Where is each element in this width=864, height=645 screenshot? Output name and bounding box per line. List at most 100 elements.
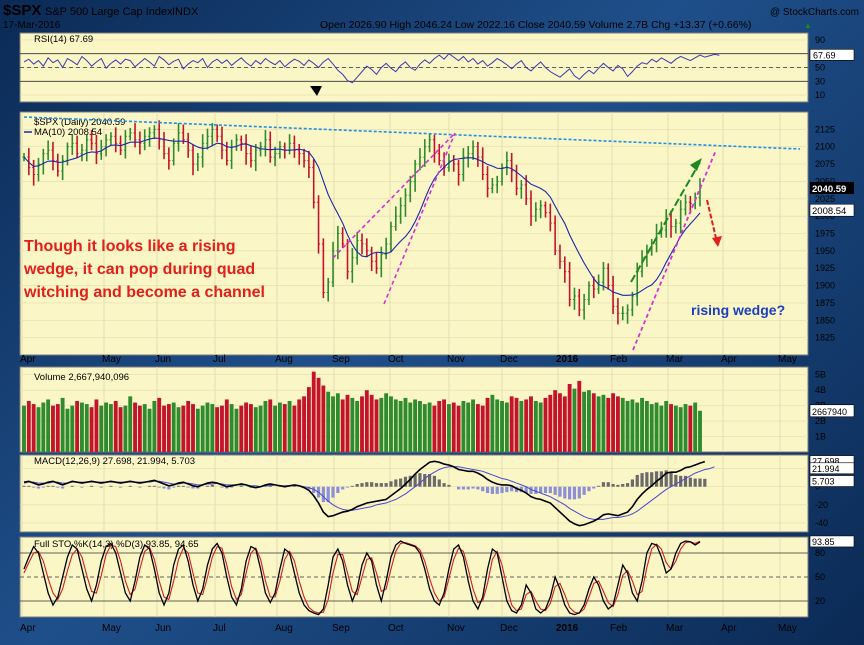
macd-histogram-bar	[630, 479, 634, 487]
price-tick-label: 2025	[815, 194, 835, 204]
macd-histogram-bar	[524, 486, 528, 494]
volume-bar	[36, 407, 41, 452]
month-label: 2016	[556, 623, 579, 634]
macd-histogram-bar	[611, 483, 615, 487]
volume-bar	[46, 399, 51, 452]
macd-histogram-bar	[510, 486, 514, 492]
volume-bar	[128, 396, 133, 452]
macd-tick-label: -40	[815, 518, 828, 528]
macd-histogram-bar	[558, 486, 562, 497]
macd-histogram-bar	[471, 486, 475, 489]
macd-histogram-bar	[466, 486, 470, 490]
volume-bar	[558, 393, 562, 452]
macd-histogram-bar	[70, 485, 74, 487]
rsi-line	[23, 53, 720, 84]
macd-histogram-bar	[191, 486, 195, 489]
macd-histogram-bar	[621, 483, 625, 487]
macd-histogram-bar	[345, 486, 350, 488]
volume-bar	[360, 396, 364, 452]
tick-label-rsi: 10	[815, 90, 825, 100]
month-label: Dec	[500, 354, 518, 365]
macd-histogram-bar	[109, 485, 113, 487]
volume-bar	[649, 404, 654, 452]
price-tick-label: 1975	[815, 229, 835, 239]
volume-bar	[70, 405, 75, 452]
month-label: May	[102, 354, 121, 365]
macd-histogram-bar	[41, 486, 45, 488]
macd-histogram-bar	[384, 483, 388, 487]
macd-histogram-bar	[403, 476, 408, 487]
macd-histogram-bar	[703, 478, 707, 487]
month-label: Jun	[155, 623, 171, 634]
volume-bar	[355, 401, 360, 452]
month-label: Oct	[388, 354, 404, 365]
sto-last-label: 93.85	[812, 537, 835, 547]
volume-tick-label: 2B	[815, 416, 826, 426]
volume-bar	[432, 405, 437, 452]
volume-bar	[277, 402, 282, 452]
volume-bar	[659, 405, 664, 452]
volume-bar	[630, 399, 635, 452]
macd-histogram-bar	[172, 486, 176, 488]
macd-histogram-bar	[539, 486, 543, 494]
macd-last-label-2: 5.703	[812, 477, 835, 487]
panel-macd	[19, 454, 809, 533]
volume-bar	[635, 402, 640, 452]
month-label: Nov	[447, 623, 465, 634]
volume-bar	[316, 377, 321, 452]
macd-histogram-bar	[505, 486, 509, 493]
volume-bar	[229, 404, 234, 452]
volume-bar	[239, 405, 244, 452]
month-label: Oct	[388, 623, 404, 634]
volume-bar	[451, 402, 456, 452]
macd-histogram-bar	[186, 486, 190, 488]
tick-label-rsi: 30	[815, 76, 825, 86]
volume-bar	[273, 405, 278, 452]
volume-bar	[461, 401, 466, 452]
macd-last-label-0: 27.698	[812, 457, 840, 467]
volume-bar	[195, 408, 200, 452]
volume-bar	[673, 405, 678, 452]
volume-bar	[282, 404, 287, 452]
month-label: Feb	[610, 623, 628, 634]
volume-bar	[615, 396, 620, 452]
volume-bar	[22, 405, 26, 452]
volume-bar	[335, 393, 340, 452]
macd-histogram-bar	[577, 486, 581, 499]
volume-bar	[567, 384, 572, 452]
volume-bar	[446, 404, 451, 452]
month-label: May	[778, 623, 797, 634]
volume-bar	[620, 397, 625, 452]
month-label: Jul	[213, 354, 226, 365]
ma10-line	[23, 137, 701, 296]
volume-bar	[340, 399, 345, 452]
macd-histogram-bar	[22, 485, 26, 487]
macd-histogram-bar	[336, 486, 340, 494]
volume-bar	[529, 396, 533, 452]
volume-bar	[606, 397, 611, 452]
volume-bar	[596, 396, 601, 452]
macd-histogram-bar	[341, 486, 345, 490]
macd-histogram-bar	[582, 486, 586, 495]
macd-histogram-bar	[321, 486, 325, 503]
volume-last-label: 2667940	[812, 407, 847, 417]
macd-histogram-bar	[147, 485, 152, 487]
volume-bar	[302, 396, 306, 452]
month-label: Nov	[447, 354, 465, 365]
rsi-title: RSI(14) 67.69	[34, 34, 93, 45]
macd-histogram-bar	[698, 478, 702, 487]
macd-last-box-2	[809, 475, 855, 487]
macd-histogram-bar	[529, 486, 533, 494]
rising-wedge-label: rising wedge?	[691, 302, 785, 318]
volume-bar	[55, 404, 60, 452]
volume-bar	[133, 402, 137, 452]
macd-histogram-bar	[650, 472, 654, 487]
volume-bar	[234, 408, 239, 452]
price-tick-label: 1850	[815, 315, 835, 325]
volume-bar	[41, 402, 46, 452]
volume-bar	[108, 404, 113, 452]
tick-label-rsi: 50	[815, 63, 825, 73]
macd-histogram-bar	[485, 486, 490, 494]
